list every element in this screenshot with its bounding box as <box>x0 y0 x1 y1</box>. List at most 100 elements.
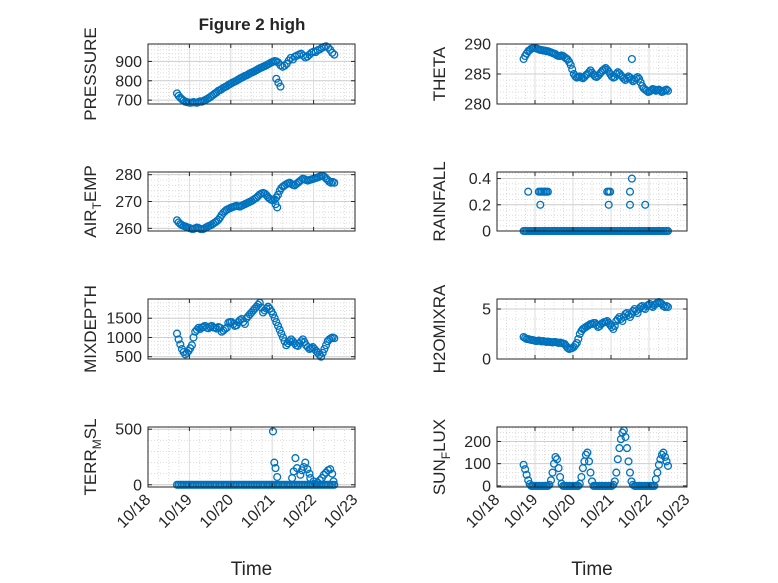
data-series <box>172 42 339 107</box>
data-series <box>519 297 673 354</box>
data-point <box>174 335 183 344</box>
data-point <box>240 319 249 329</box>
data-point <box>627 174 636 183</box>
data-point <box>521 465 530 474</box>
data-point <box>659 301 668 311</box>
x-axis-label: Time <box>571 559 613 580</box>
data-point <box>663 461 673 470</box>
y-tick-label: 0 <box>482 352 491 369</box>
data-point <box>545 480 554 489</box>
data-point <box>624 457 633 466</box>
data-point <box>270 314 279 323</box>
axes-box <box>496 426 688 488</box>
data-point <box>272 318 281 327</box>
data-point <box>268 310 278 319</box>
data-point <box>176 340 185 349</box>
data-point <box>296 470 305 479</box>
data-point <box>326 465 335 474</box>
data-point <box>653 468 662 477</box>
data-point <box>543 187 552 196</box>
y-tick-label: 200 <box>464 434 491 451</box>
data-point <box>584 457 594 466</box>
x-axis-label: Time <box>231 559 273 580</box>
y-axis-label: TERRMSL <box>81 418 104 495</box>
data-point <box>566 60 575 70</box>
data-point <box>581 450 590 459</box>
data-point <box>552 455 562 464</box>
data-point <box>574 481 583 490</box>
data-point <box>274 78 283 87</box>
data-point <box>610 321 619 331</box>
data-series <box>519 43 673 97</box>
axes-box <box>496 171 688 232</box>
data-point <box>574 334 583 344</box>
y-tick-label: 0 <box>133 477 142 494</box>
data-series <box>172 298 339 361</box>
data-point <box>554 464 563 473</box>
subplot-mixdepth: 500 1000 1500 MIXDEPTH <box>81 285 356 373</box>
figure-title: Figure 2 high <box>199 15 306 34</box>
y-tick-label: 500 <box>115 349 142 366</box>
data-point <box>663 302 673 312</box>
data-point <box>320 344 329 354</box>
data-point <box>622 444 632 453</box>
data-point <box>621 432 630 442</box>
data-point <box>615 444 624 453</box>
data-point <box>551 452 560 462</box>
y-axis-label: MIXDEPTH <box>81 285 100 373</box>
y-axis-label: AIRTEMP <box>81 165 104 238</box>
y-axis-label: PRESSURE <box>81 27 100 121</box>
y-tick-label: 700 <box>115 93 142 110</box>
data-point <box>572 338 581 348</box>
data-point <box>546 476 556 485</box>
data-point <box>654 460 663 469</box>
data-point <box>662 457 671 466</box>
y-tick-label: 5 <box>482 302 491 319</box>
data-point <box>273 190 283 199</box>
data-point <box>660 302 670 312</box>
data-point <box>291 454 300 463</box>
data-point <box>285 337 294 346</box>
data-point <box>330 178 339 187</box>
data-point <box>583 448 592 457</box>
data-point <box>271 464 280 473</box>
data-point <box>278 333 288 342</box>
y-tick-label: 800 <box>115 73 142 90</box>
subplot-h2omixra: 0 5 H2OMIXRA <box>430 284 688 373</box>
y-tick-label: 0 <box>482 224 491 241</box>
data-point <box>662 85 671 94</box>
data-point <box>305 469 314 478</box>
axes-box <box>496 298 688 360</box>
data-point <box>280 61 289 70</box>
data-point <box>297 337 306 346</box>
data-point <box>329 477 338 486</box>
data-point <box>536 200 545 209</box>
data-point <box>548 468 557 477</box>
data-point <box>220 324 230 334</box>
subplot-pressure: 700 800 900 PRESSURE <box>81 27 356 121</box>
data-point <box>625 468 635 477</box>
data-point <box>612 468 621 477</box>
data-point <box>268 427 278 436</box>
y-tick-label: 500 <box>115 422 142 439</box>
data-point <box>315 45 324 54</box>
y-axis-label: RAINFALL <box>430 161 449 241</box>
data-point <box>584 68 594 77</box>
y-tick-label: 900 <box>115 54 142 71</box>
data-point <box>586 468 595 477</box>
data-point <box>273 203 282 212</box>
y-axis-label: SUNFLUX <box>430 419 453 495</box>
y-tick-label: 260 <box>115 221 142 238</box>
data-point <box>610 477 619 486</box>
data-point <box>303 465 312 474</box>
y-axis-label: THETA <box>430 46 449 101</box>
data-point <box>625 200 635 209</box>
data-point <box>625 187 635 196</box>
y-axis-label: H2OMIXRA <box>430 284 449 373</box>
y-tick-label: 0.2 <box>469 197 491 214</box>
data-point <box>313 478 322 487</box>
data-point <box>273 321 283 330</box>
data-point <box>618 316 627 326</box>
data-point <box>607 72 616 81</box>
y-tick-label: 100 <box>464 456 491 473</box>
